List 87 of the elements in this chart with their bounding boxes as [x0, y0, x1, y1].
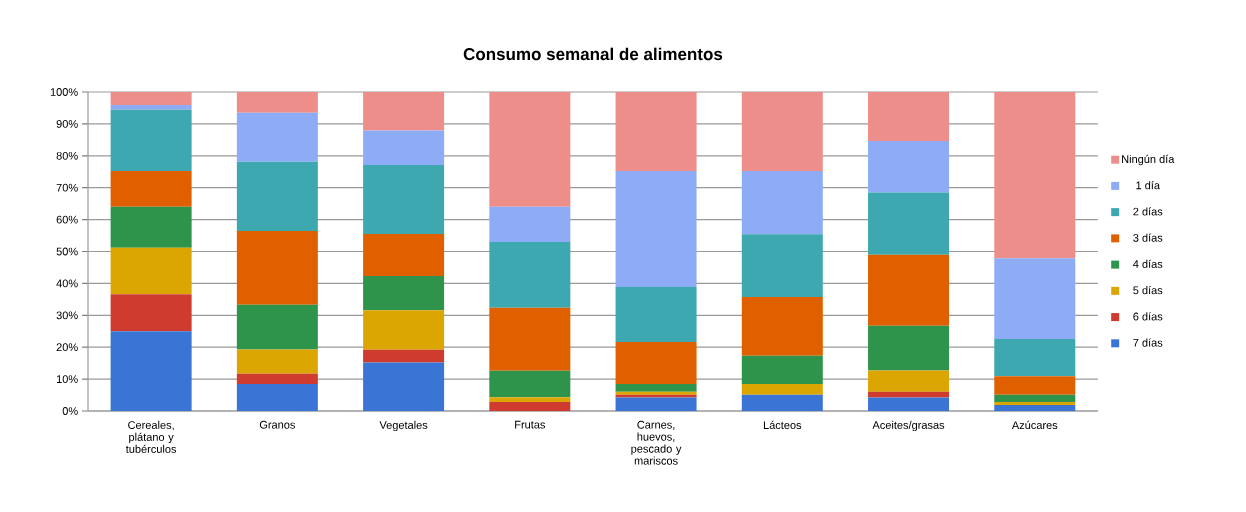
- bar: [994, 404, 1076, 411]
- legend-label: 7 días: [1133, 338, 1163, 347]
- bar: [994, 258, 1076, 339]
- bar: [110, 247, 192, 295]
- bar: [741, 297, 823, 356]
- bar: [363, 130, 445, 166]
- bar: [236, 161, 318, 232]
- bar: [489, 370, 571, 398]
- x-tick-label: Granos: [259, 420, 295, 429]
- bar: [363, 362, 445, 411]
- bar: [489, 92, 571, 207]
- bar: [868, 391, 950, 398]
- legend-label: 3 días: [1133, 233, 1163, 242]
- y-tick-label: 40%: [56, 279, 78, 288]
- bar: [236, 92, 318, 113]
- bar: [363, 310, 445, 350]
- bar: [489, 206, 571, 242]
- y-tick-label: 0%: [62, 407, 78, 415]
- legend-label: 1 día: [1136, 181, 1160, 190]
- y-tick-label: 100%: [50, 88, 78, 96]
- bar: [868, 370, 950, 392]
- bar: [489, 402, 571, 411]
- bar: [741, 171, 823, 235]
- bar: [236, 373, 318, 384]
- bar: [615, 171, 697, 287]
- bar: [615, 286, 697, 343]
- bar: [994, 394, 1076, 403]
- bar: [236, 383, 318, 411]
- bar: [110, 206, 192, 248]
- bar: [489, 241, 571, 308]
- x-tick-label: Aceites/grasas: [872, 420, 945, 432]
- bar: [615, 383, 697, 392]
- chart-title: Consumo semanal de alimentos: [463, 47, 723, 61]
- y-tick-label: 20%: [56, 343, 78, 352]
- bar: [363, 92, 445, 131]
- y-tick-label: 50%: [56, 247, 78, 256]
- bar: [868, 141, 950, 193]
- x-tick-label: Frutas: [515, 420, 546, 429]
- legend-label: 6 días: [1133, 312, 1163, 321]
- x-tick-label: Lácteos: [763, 420, 802, 430]
- bar: [363, 276, 445, 311]
- bar: [868, 192, 950, 255]
- y-tick-label: 70%: [56, 183, 78, 192]
- bar: [110, 294, 192, 332]
- bar: [110, 171, 192, 207]
- bar: [489, 397, 571, 403]
- bar: [110, 109, 192, 172]
- y-tick-label: 30%: [56, 311, 78, 320]
- bar: [110, 92, 192, 106]
- bar: [110, 331, 192, 411]
- bar: [363, 165, 445, 234]
- bar: [868, 92, 950, 142]
- bar: [236, 112, 318, 162]
- y-tick-label: 10%: [56, 375, 78, 383]
- legend-label: Ningún día: [1122, 154, 1175, 166]
- bar: [615, 342, 697, 384]
- bar: [741, 355, 823, 384]
- bar: [868, 254, 950, 326]
- bar: [236, 349, 318, 374]
- bar: [741, 234, 823, 298]
- bar: [615, 397, 697, 411]
- y-tick-label: 90%: [56, 120, 78, 128]
- bar: [994, 338, 1076, 377]
- y-tick-label: 60%: [56, 215, 78, 224]
- bar: [741, 383, 823, 395]
- bar: [868, 397, 950, 411]
- legend-label: 5 días: [1133, 285, 1163, 295]
- y-tick-label: 80%: [56, 151, 78, 160]
- x-tick-label: Azúcares: [1011, 420, 1058, 430]
- bar: [615, 92, 697, 172]
- x-tick-label: Vegetales: [379, 420, 428, 432]
- bar: [363, 349, 445, 363]
- x-tick-label: Carnes, huevos, pescado y mariscos: [631, 420, 682, 465]
- bar: [236, 231, 318, 305]
- legend-label: 4 días: [1133, 259, 1163, 268]
- x-tick-label: Cereales, plátano y tubérculos: [125, 420, 177, 453]
- bar: [489, 307, 571, 371]
- bar: [994, 376, 1076, 395]
- legend-label: 2 días: [1133, 207, 1163, 216]
- bar: [363, 233, 445, 277]
- bar: [994, 402, 1076, 405]
- bar: [741, 394, 823, 411]
- bar: [994, 92, 1076, 259]
- bar: [236, 304, 318, 350]
- bar: [741, 92, 823, 172]
- bar: [110, 105, 192, 110]
- bar: [868, 325, 950, 371]
